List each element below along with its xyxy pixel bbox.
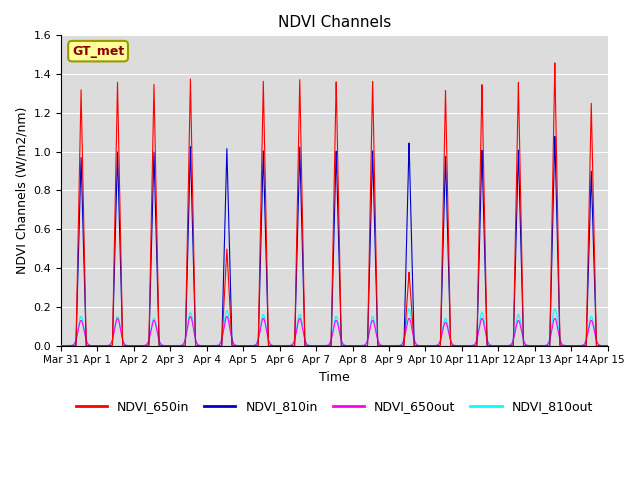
- Y-axis label: NDVI Channels (W/m2/nm): NDVI Channels (W/m2/nm): [15, 107, 28, 274]
- Legend: NDVI_650in, NDVI_810in, NDVI_650out, NDVI_810out: NDVI_650in, NDVI_810in, NDVI_650out, NDV…: [70, 396, 598, 418]
- Text: GT_met: GT_met: [72, 45, 124, 58]
- Title: NDVI Channels: NDVI Channels: [278, 15, 391, 30]
- X-axis label: Time: Time: [319, 371, 349, 384]
